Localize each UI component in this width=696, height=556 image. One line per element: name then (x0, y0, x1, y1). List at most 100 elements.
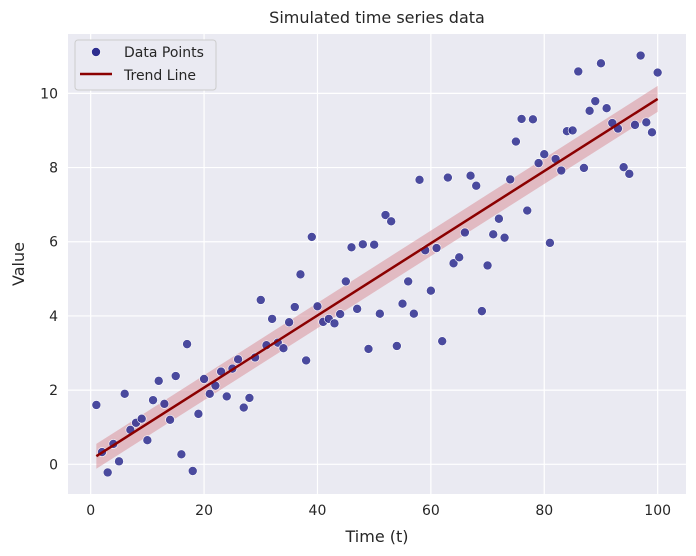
data-point (426, 285, 436, 296)
x-tick-label: 60 (422, 503, 440, 519)
data-point (403, 276, 413, 287)
data-point (437, 336, 448, 346)
data-point (460, 227, 470, 238)
y-tick-label: 10 (40, 86, 58, 102)
data-point (386, 216, 396, 227)
data-point (375, 308, 385, 319)
legend-scatter-marker (91, 47, 101, 57)
data-point (204, 389, 215, 399)
data-point (511, 136, 521, 147)
data-point (630, 120, 640, 130)
data-point (409, 308, 419, 319)
data-point (392, 341, 402, 351)
legend: Data Points Trend Line (74, 39, 217, 91)
data-point (522, 205, 533, 216)
data-point (635, 50, 646, 61)
data-point (454, 252, 465, 263)
data-point (494, 213, 504, 224)
data-point (221, 391, 232, 402)
data-point (647, 127, 657, 138)
data-point (539, 149, 550, 159)
data-point (482, 260, 493, 271)
data-point (567, 125, 578, 136)
y-tick-label: 2 (49, 383, 58, 399)
data-point (590, 96, 601, 106)
data-point (335, 309, 345, 319)
data-point (306, 232, 317, 242)
data-point (601, 103, 612, 113)
data-point (329, 318, 340, 329)
data-point (448, 258, 459, 269)
trend-line (95, 97, 659, 458)
data-point (255, 295, 266, 305)
data-point (499, 232, 510, 243)
data-point (114, 456, 124, 467)
data-point (584, 105, 595, 116)
data-point (579, 163, 589, 173)
data-point (341, 276, 351, 287)
legend-box (74, 39, 217, 91)
data-point (301, 355, 311, 366)
data-point (488, 229, 499, 240)
y-tick-labels: 0 2 4 6 8 10 (40, 86, 58, 473)
data-point (545, 238, 555, 248)
legend-label-data-points: Data Points (124, 45, 204, 61)
data-point (528, 114, 538, 125)
legend-label-trend-line: Trend Line (123, 68, 196, 84)
data-point (295, 269, 306, 280)
y-tick-label: 4 (49, 309, 58, 325)
x-tick-labels: 0 20 40 60 80 100 (86, 503, 671, 519)
data-point (573, 66, 584, 77)
data-point (596, 58, 606, 69)
x-tick-label: 0 (86, 503, 95, 519)
y-tick-label: 6 (49, 235, 58, 251)
trend-line-group (95, 97, 659, 458)
data-point (641, 117, 652, 128)
data-point (102, 467, 113, 478)
y-axis-label: Value (9, 242, 28, 286)
data-point (136, 413, 147, 424)
data-point (443, 172, 453, 183)
data-point (312, 301, 323, 312)
data-point (199, 374, 209, 384)
data-point (431, 243, 442, 253)
data-point (352, 304, 362, 314)
x-tick-label: 100 (644, 503, 671, 519)
data-point (618, 162, 629, 172)
data-point (176, 449, 187, 460)
data-point (369, 239, 379, 250)
data-point (465, 170, 476, 181)
data-point (233, 354, 243, 365)
data-point (624, 169, 635, 179)
data-point (278, 343, 289, 354)
data-point (244, 393, 255, 403)
data-point (358, 239, 368, 250)
data-point (414, 174, 425, 185)
y-tick-label: 0 (49, 457, 58, 473)
x-tick-label: 80 (535, 503, 553, 519)
data-point (91, 400, 102, 410)
x-tick-label: 40 (309, 503, 327, 519)
data-point (533, 158, 544, 168)
x-tick-label: 20 (195, 503, 213, 519)
data-point (159, 399, 170, 409)
data-point (182, 339, 192, 349)
data-point (477, 306, 487, 316)
data-point (153, 376, 164, 386)
data-point (516, 114, 527, 124)
data-point (267, 314, 277, 324)
data-point (471, 180, 482, 191)
data-point (238, 402, 249, 413)
chart-title: Simulated time series data (269, 8, 485, 27)
data-point (346, 242, 357, 253)
data-point (652, 67, 663, 78)
data-point (397, 298, 408, 309)
data-point (148, 395, 158, 405)
data-point (556, 165, 567, 176)
data-point (165, 415, 175, 425)
data-point (193, 409, 204, 419)
data-points (91, 50, 663, 478)
data-point (142, 435, 153, 446)
data-point (187, 466, 198, 476)
data-point (170, 371, 181, 381)
